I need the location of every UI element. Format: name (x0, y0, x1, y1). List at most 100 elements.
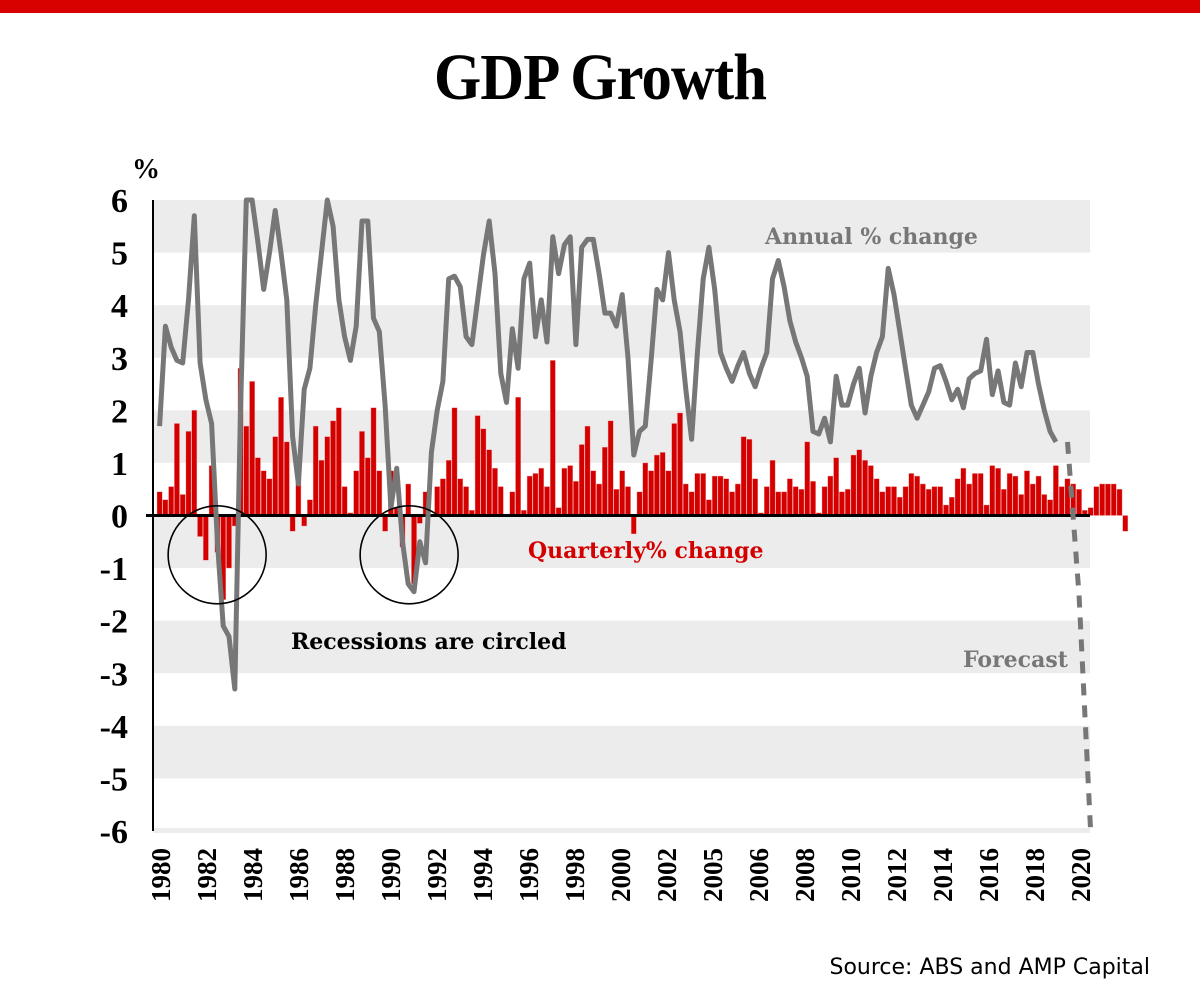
y-tick-label: -4 (100, 709, 128, 746)
quarterly-bar (868, 465, 874, 516)
x-tick-label: 1982 (192, 848, 222, 902)
x-tick-label: 2000 (606, 848, 636, 902)
quarterly-bar (891, 486, 897, 516)
quarterly-bar (1041, 494, 1048, 516)
quarterly-bar (1099, 483, 1105, 516)
quarterly-bar (260, 470, 267, 516)
recession-circle (359, 505, 459, 605)
quarterly-bar (1018, 494, 1024, 516)
quarterly-bar (156, 491, 163, 516)
quarterly-bar (1006, 473, 1013, 516)
quarterly-bar (885, 486, 891, 516)
quarterly-bar (191, 410, 198, 516)
quarterly-bar (353, 470, 359, 516)
quarterly-bar (1058, 486, 1065, 516)
quarterly-bar (301, 515, 307, 527)
x-tick-label: 1980 (146, 848, 176, 902)
quarterly-bar (382, 515, 388, 532)
quarterly-bar (1093, 486, 1100, 516)
y-tick-label: 0 (111, 499, 128, 536)
quarterly-bar (573, 481, 579, 516)
source-note: Source: ABS and AMP Capital (829, 955, 1151, 980)
quarterly-bar (925, 489, 932, 516)
quarterly-bar (457, 478, 464, 516)
x-tick-label: 1994 (468, 848, 498, 902)
quarterly-bar (683, 483, 689, 516)
annual-change-line (157, 197, 1059, 692)
x-tick-label: 2010 (836, 848, 866, 902)
quarterly-bar (370, 407, 377, 516)
quarterly-bar (1001, 489, 1007, 516)
quarterly-bar (740, 436, 747, 516)
x-tick-label: 2006 (744, 848, 774, 902)
grid-band (153, 515, 1090, 569)
x-tick-label: 1988 (330, 848, 360, 902)
quarterly-bar (856, 449, 863, 516)
y-tick-label: 4 (111, 288, 128, 325)
quarterly-bar (879, 491, 886, 516)
quarterly-bar (850, 454, 857, 516)
quarterly-bar (607, 420, 614, 516)
quarterly-bar (578, 444, 585, 516)
quarterly-bar (896, 496, 903, 516)
quarterly-bar (827, 475, 834, 516)
quarterly-bar (619, 470, 625, 516)
quarterly-bar (463, 486, 469, 516)
quarterly-bar (509, 491, 516, 516)
grid-band (153, 200, 1090, 253)
quarterly-bar (1035, 475, 1042, 516)
quarterly-bar (289, 515, 296, 532)
quarterly-bar (532, 473, 539, 516)
quarterly-bar (972, 473, 978, 516)
quarterly-bar (729, 491, 735, 516)
annual-change-label: Annual % change (764, 224, 978, 250)
x-tick-label: 1990 (376, 848, 406, 902)
quarterly-bar (659, 452, 666, 516)
x-tick-label: 2005 (698, 848, 728, 902)
y-tick-label: -5 (100, 761, 128, 798)
quarterly-bar (515, 396, 521, 516)
quarterly-bar (792, 486, 799, 516)
x-tick-label: 1984 (238, 848, 268, 902)
quarterly-bar (954, 478, 961, 516)
quarterly-bar (330, 420, 336, 516)
quarterly-bar (943, 504, 949, 516)
quarterly-bar (596, 483, 602, 516)
quarterly-bar (949, 496, 955, 516)
quarterly-bar (798, 489, 805, 516)
grid-band (153, 725, 1090, 779)
quarterly-bar (278, 396, 284, 516)
x-tick-label: 2008 (790, 848, 820, 902)
quarterly-bar (480, 428, 487, 516)
quarterly-bar (255, 457, 261, 516)
quarterly-change-label: Quarterly% change (528, 538, 763, 564)
quarterly-bar (544, 486, 550, 516)
quarterly-bar (717, 475, 724, 516)
quarterly-bar (752, 478, 758, 516)
quarterly-bar (497, 486, 504, 516)
x-tick-label: 2012 (882, 848, 912, 902)
y-tick-label: -1 (100, 551, 128, 588)
quarterly-bar (746, 439, 753, 516)
quarterly-bar (787, 478, 793, 516)
x-tick-label: 1998 (560, 848, 590, 902)
y-tick-label: -2 (100, 604, 128, 641)
quarterly-bar (671, 423, 678, 516)
quarterly-bar (526, 475, 533, 516)
quarterly-bar (550, 360, 556, 516)
y-tick-label: 6 (111, 183, 128, 220)
quarterly-bar (873, 478, 880, 516)
y-tick-label: 2 (111, 393, 128, 430)
quarterly-bar (364, 457, 371, 516)
quarterly-bar (434, 486, 440, 516)
quarterly-bar (243, 425, 250, 516)
x-tick-label: 2002 (652, 848, 682, 902)
quarterly-bar (203, 515, 209, 561)
grid-band (153, 410, 1090, 463)
quarterly-bar (804, 441, 811, 516)
quarterly-bar (902, 486, 909, 516)
x-tick-label: 1986 (284, 848, 314, 902)
quarterly-bar (318, 460, 325, 516)
quarterly-bar (376, 470, 383, 516)
